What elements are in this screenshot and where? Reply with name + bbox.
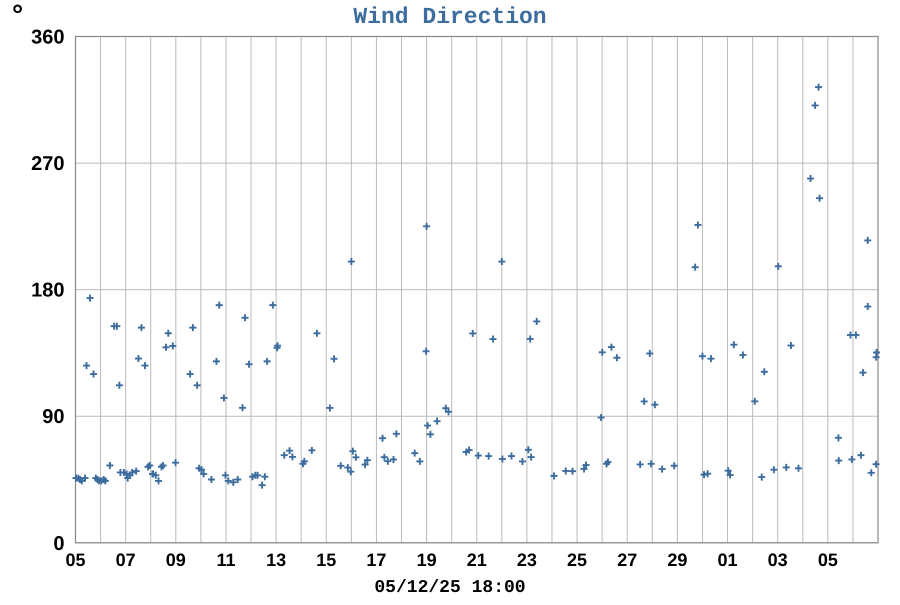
svg-text:0: 0 (53, 533, 64, 555)
svg-text:25: 25 (567, 550, 587, 570)
svg-text:11: 11 (216, 550, 235, 570)
svg-text:23: 23 (517, 550, 537, 570)
svg-text:05: 05 (65, 550, 85, 570)
svg-text:29: 29 (667, 550, 687, 570)
svg-text:27: 27 (617, 550, 637, 570)
svg-text:03: 03 (768, 550, 788, 570)
svg-text:13: 13 (266, 550, 286, 570)
svg-text:270: 270 (31, 153, 64, 175)
svg-text:17: 17 (366, 550, 386, 570)
svg-text:180: 180 (31, 280, 64, 302)
svg-text:09: 09 (166, 550, 186, 570)
svg-text:19: 19 (417, 550, 437, 570)
svg-text:01: 01 (718, 550, 738, 570)
svg-text:90: 90 (42, 406, 64, 428)
svg-text:05: 05 (818, 550, 838, 570)
svg-text:07: 07 (116, 550, 136, 570)
svg-text:21: 21 (467, 550, 487, 570)
svg-text:15: 15 (316, 550, 336, 570)
